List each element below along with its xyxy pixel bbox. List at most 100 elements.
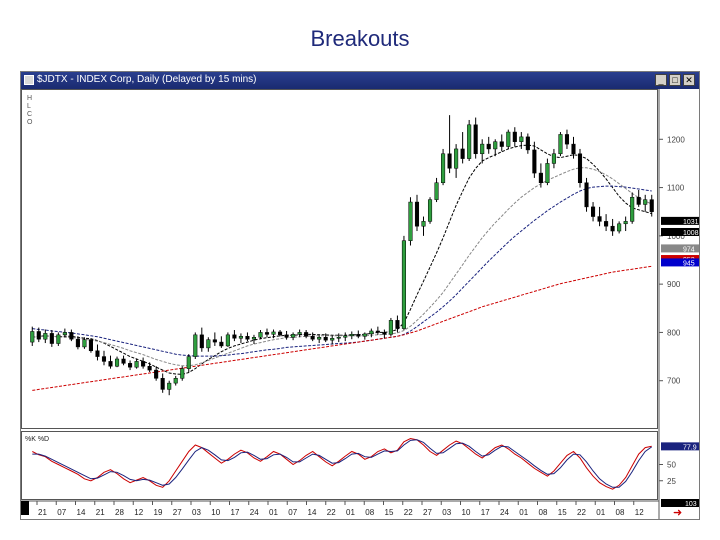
candle: [323, 333, 328, 343]
candle: [564, 129, 570, 149]
price-tag-label: 974: [683, 246, 695, 253]
candle: [245, 332, 250, 342]
candle: [460, 132, 465, 164]
candle: [160, 373, 165, 393]
window-title-bar[interactable]: $JDTX - INDEX Corp, Daily (Delayed by 15…: [21, 72, 699, 89]
candle: [519, 132, 524, 149]
price-tick-label: 800: [667, 328, 681, 337]
candle-body: [564, 134, 570, 145]
candle-body: [141, 361, 146, 367]
candle: [395, 315, 400, 333]
candle: [258, 330, 263, 340]
candle: [480, 139, 485, 164]
ohlc-label: L: [27, 103, 31, 110]
date-label: 01: [596, 508, 605, 517]
candle: [134, 358, 139, 369]
candle-body: [101, 356, 107, 362]
price-tag-label: 945: [683, 260, 695, 267]
candle-body: [193, 334, 198, 357]
candle-body: [343, 335, 348, 338]
date-label: 14: [308, 508, 317, 517]
candle-body: [388, 320, 393, 335]
candle: [82, 337, 87, 349]
candle-body: [362, 333, 367, 337]
candle-body: [330, 337, 335, 341]
candle: [317, 335, 322, 344]
candle: [199, 327, 204, 352]
price-tag: [661, 227, 699, 236]
candle: [362, 332, 367, 340]
candle-body: [199, 334, 204, 349]
candle-body: [258, 332, 263, 338]
candle-body: [460, 148, 465, 159]
price-tag: [661, 244, 699, 253]
candle: [193, 332, 198, 359]
moving-average-line-4: [32, 265, 652, 391]
candle: [643, 194, 648, 212]
candle-body: [480, 143, 485, 155]
candle: [238, 333, 243, 344]
candle: [597, 206, 602, 227]
candle-body: [134, 361, 139, 368]
candle-body: [499, 141, 504, 147]
candle: [512, 127, 517, 147]
date-label: 22: [577, 508, 586, 517]
candle-body: [232, 334, 237, 339]
candle: [88, 338, 93, 353]
candle-body: [532, 149, 537, 174]
oscillator-line-2: [32, 439, 652, 488]
candle-body: [356, 334, 361, 337]
candle-body: [538, 172, 543, 183]
price-tag: [661, 258, 699, 267]
candle: [577, 148, 583, 188]
candle-body: [225, 334, 230, 347]
candle: [56, 332, 61, 346]
candle: [225, 332, 230, 347]
candle-body: [610, 225, 615, 232]
candle: [538, 163, 543, 188]
candle: [506, 129, 511, 149]
price-tick-label: 700: [667, 377, 681, 386]
price-tag: [661, 216, 699, 225]
candle: [343, 332, 348, 342]
candle-body: [108, 361, 113, 367]
candle-body: [310, 336, 315, 340]
minimize-button[interactable]: _: [655, 74, 667, 86]
date-label: 21: [38, 508, 47, 517]
date-label: 01: [519, 508, 528, 517]
close-button[interactable]: ✕: [683, 74, 695, 86]
candle-body: [30, 331, 35, 343]
maximize-button[interactable]: □: [669, 74, 681, 86]
date-label: 01: [269, 508, 278, 517]
candle-body: [271, 331, 276, 335]
scroll-handle: [21, 501, 29, 515]
oscillator-tick-label: 50: [667, 461, 676, 470]
candle-body: [604, 221, 609, 227]
candle-body: [49, 333, 54, 344]
candle-body: [525, 136, 530, 151]
candle: [369, 328, 374, 338]
candle: [141, 357, 146, 369]
candle-body: [369, 330, 374, 335]
candle: [486, 136, 491, 154]
date-label: 08: [616, 508, 625, 517]
candle: [180, 366, 185, 381]
candle: [454, 144, 459, 178]
candle: [617, 221, 622, 234]
candle-body: [154, 369, 159, 379]
candle-body: [382, 332, 387, 335]
candle: [251, 334, 257, 345]
date-label: 28: [115, 508, 124, 517]
date-label: 22: [327, 508, 336, 517]
moving-average-line-3: [32, 185, 652, 357]
candle: [349, 331, 354, 340]
candle: [591, 202, 596, 222]
candle: [401, 235, 406, 331]
date-label: 12: [134, 508, 143, 517]
candle-body: [88, 339, 93, 352]
candle-body: [467, 124, 472, 159]
date-label: 07: [57, 508, 66, 517]
candle-body: [375, 330, 380, 333]
date-label: 15: [385, 508, 394, 517]
scroll-right-arrow-icon: ➜: [673, 507, 682, 519]
